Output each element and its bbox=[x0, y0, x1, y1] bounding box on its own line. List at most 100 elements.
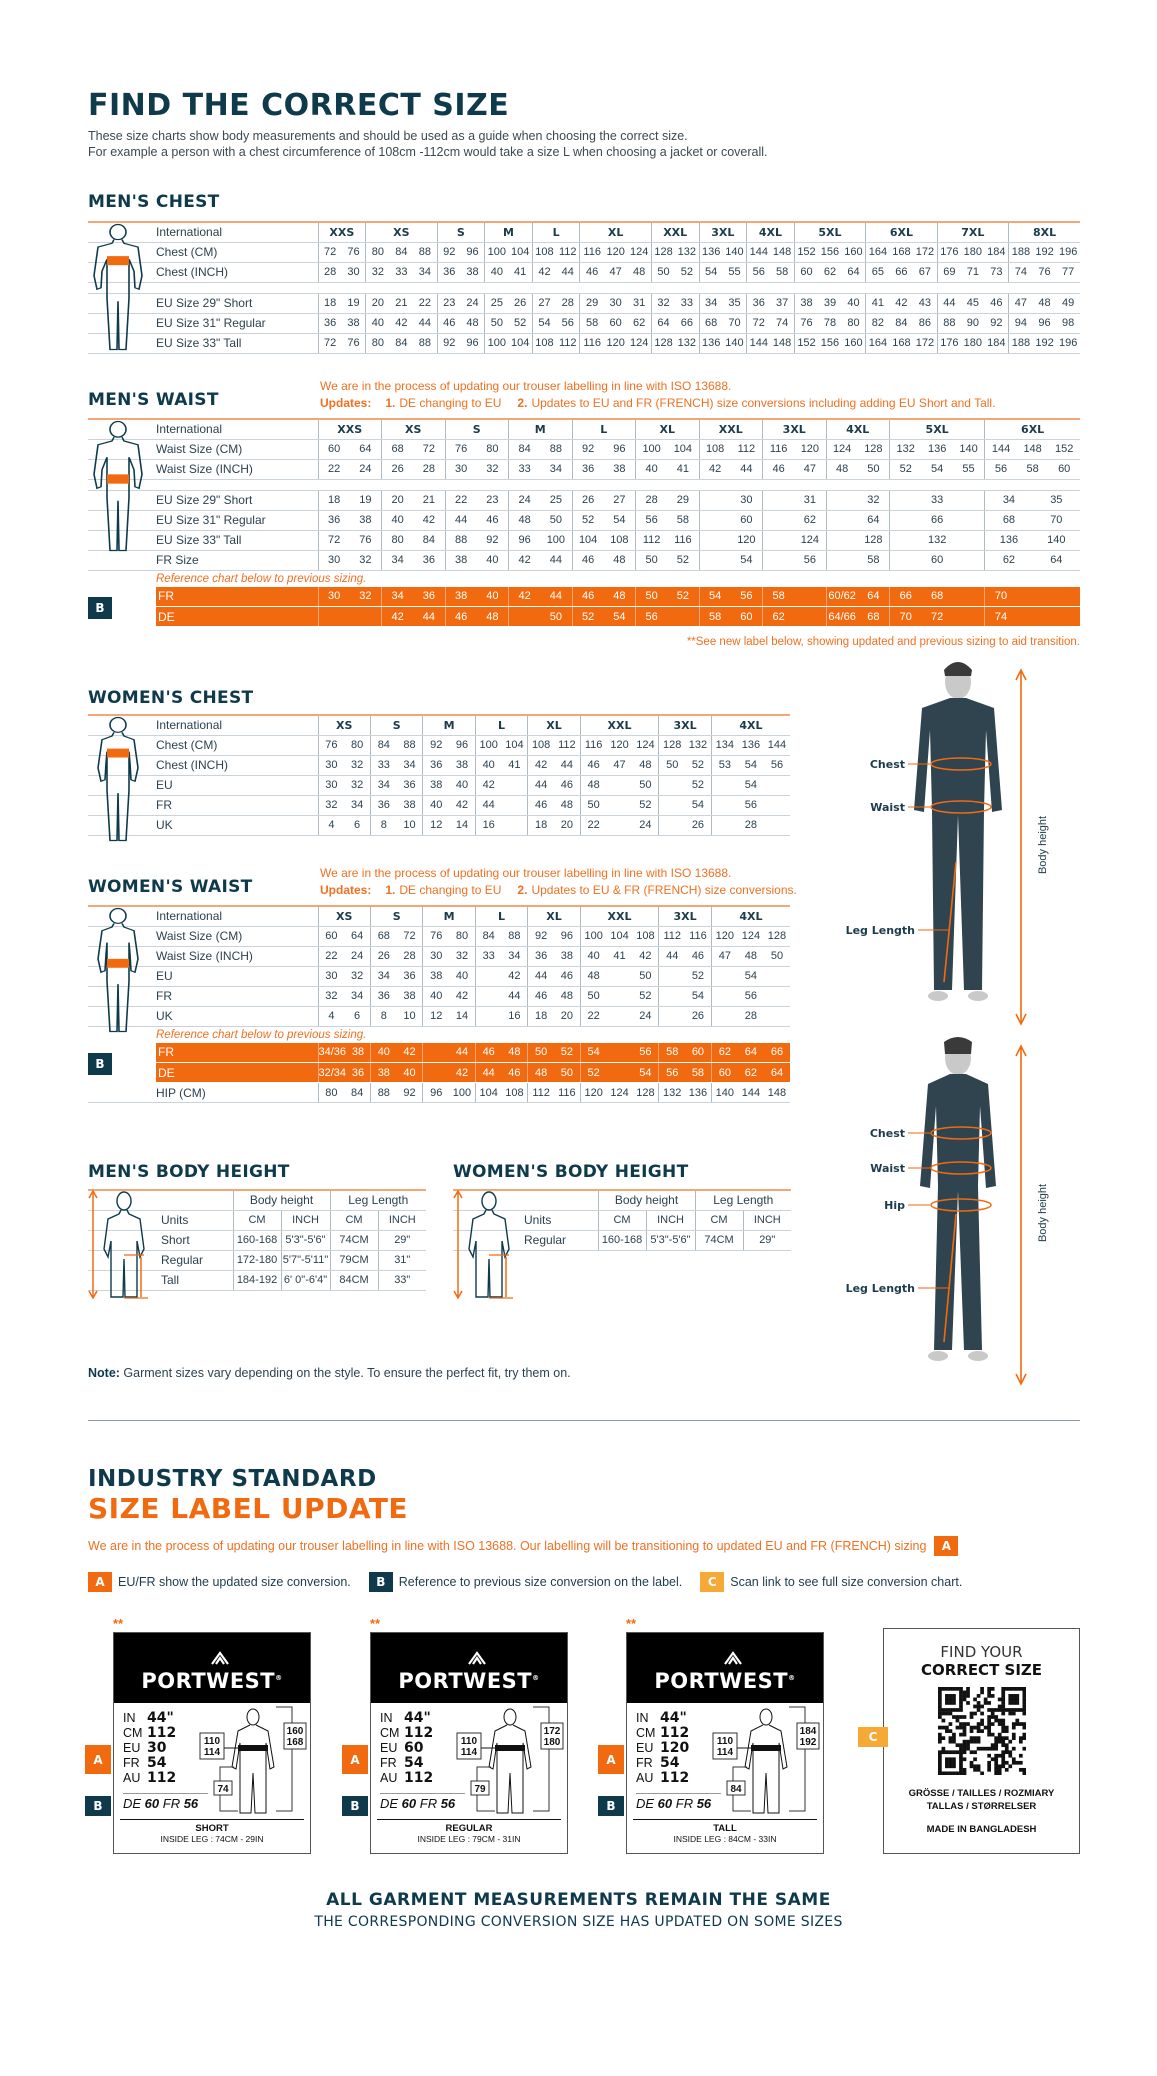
size-group-cell: 136 140 bbox=[698, 333, 747, 354]
body-height-label: Body height bbox=[1037, 1184, 1049, 1242]
cell-value: 136 bbox=[701, 246, 721, 258]
cell-value: 124 bbox=[832, 443, 852, 455]
qr-module bbox=[1000, 1708, 1005, 1712]
cell-values: 47 48 49 bbox=[1009, 297, 1080, 309]
update-2-text: Updates to EU & FR (FRENCH) size convers… bbox=[531, 883, 797, 897]
inside-leg: INSIDE LEG : 79CM - 31IN bbox=[417, 1834, 521, 1844]
cell-value: 42 bbox=[895, 297, 908, 309]
cell-value: 50 bbox=[657, 266, 670, 278]
qr-module bbox=[965, 1722, 970, 1726]
cell-value bbox=[764, 1010, 790, 1022]
registered-mark: ® bbox=[788, 1674, 796, 1682]
qr-module bbox=[1014, 1697, 1019, 1702]
qr-module bbox=[948, 1711, 952, 1716]
qr-module bbox=[1004, 1746, 1009, 1751]
cell-value: 80 bbox=[371, 337, 384, 349]
qr-module bbox=[962, 1757, 966, 1762]
cell-value: 58 bbox=[691, 1066, 705, 1079]
cell-value: 32 bbox=[325, 799, 338, 811]
cell-values: 41 42 43 bbox=[866, 297, 936, 309]
update-1-number: 1. bbox=[385, 883, 396, 897]
units-label: Units bbox=[88, 1210, 233, 1231]
reference-table: FR 34/36 38 40 42 44 46 48 50 52 54 56 58 60 62 64 66 DE 3… bbox=[88, 1042, 790, 1103]
size-system: FR bbox=[636, 1756, 653, 1770]
size-value-row: CM 112 bbox=[123, 1726, 176, 1741]
table-row: EU Size 29" Short 18 19 20 21 22 23 24 25 26 27 28 2… bbox=[88, 490, 1080, 511]
size-group-cell: 26 28 bbox=[369, 946, 423, 967]
cell-value: 36 bbox=[752, 297, 765, 309]
cell-value: 132 bbox=[677, 337, 697, 349]
cell-value: 140 bbox=[959, 443, 978, 455]
size-group-cell: 30 32 bbox=[317, 775, 371, 796]
qr-module bbox=[944, 1701, 949, 1705]
badge-c: C bbox=[700, 1572, 725, 1592]
qr-code-icon[interactable] bbox=[937, 1687, 1026, 1776]
size-group-cell: 44 46 bbox=[658, 946, 712, 967]
qr-module bbox=[937, 1725, 942, 1730]
cell-value: 58 bbox=[867, 554, 880, 566]
cell-value: 26 bbox=[391, 463, 404, 475]
reference-row: FR 30 32 34 36 38 40 42 44 46 48 50 52 54 56 58 60/62 64 6… bbox=[88, 586, 1080, 607]
cell-values: 76 80 bbox=[446, 443, 509, 455]
size-group-cell: 92 96 bbox=[422, 735, 476, 756]
qr-module bbox=[1004, 1750, 1009, 1755]
cell-values: 64 66 bbox=[652, 317, 699, 329]
qr-module bbox=[993, 1753, 998, 1758]
cell-value bbox=[659, 1010, 685, 1022]
height-bracket bbox=[276, 1706, 293, 1812]
size-header-s: S bbox=[444, 418, 509, 440]
qr-module bbox=[965, 1743, 970, 1748]
qr-module bbox=[951, 1750, 956, 1755]
qr-module bbox=[986, 1718, 991, 1723]
cell-value: 64 bbox=[1050, 554, 1063, 566]
cell-values: 34/36 38 bbox=[319, 1046, 370, 1058]
cell-value: 54 bbox=[744, 759, 758, 771]
cell-value: 156 bbox=[820, 337, 840, 349]
cell-values: 134 136 144 bbox=[712, 739, 790, 751]
size-group-cell: 54 56 bbox=[579, 1042, 659, 1063]
size-group-cell: 132 136 bbox=[658, 1082, 712, 1103]
cell-value: 100 bbox=[546, 534, 566, 546]
cell-value bbox=[764, 779, 790, 791]
row-label: DE bbox=[88, 606, 318, 627]
cell-values: 30 32 bbox=[319, 759, 370, 771]
cell-value: 104 bbox=[673, 443, 693, 455]
cell-value: 58 bbox=[709, 610, 722, 623]
cell-value: 76 bbox=[347, 246, 360, 258]
qr-module bbox=[965, 1687, 970, 1691]
cell-value: 50 bbox=[645, 554, 658, 566]
model-hair bbox=[944, 662, 972, 676]
qr-module bbox=[958, 1760, 963, 1765]
size-group-cell bbox=[317, 606, 382, 627]
waist-box bbox=[712, 1732, 738, 1760]
cell-values: 30 32 bbox=[319, 970, 370, 982]
size-group-cell: 152 156 160 bbox=[793, 333, 866, 354]
cell-value: 65 bbox=[871, 266, 885, 278]
size-group-cell: 108 112 bbox=[527, 735, 581, 756]
size-system: FR bbox=[380, 1756, 397, 1770]
cell-value: 44 bbox=[455, 514, 468, 526]
body-height-label: Body height bbox=[1037, 816, 1049, 874]
badge-a: A bbox=[88, 1572, 112, 1592]
waist-band bbox=[107, 958, 129, 968]
qr-module bbox=[979, 1690, 984, 1695]
legend-text: Reference to previous size conversion on… bbox=[398, 1575, 683, 1589]
cell-value: 34 bbox=[350, 990, 364, 1002]
size-group-cell: 92 96 bbox=[436, 333, 485, 354]
cell-value: 104 bbox=[479, 1086, 498, 1099]
cell-value: 96 bbox=[1038, 317, 1051, 329]
cell-value: 52 bbox=[639, 799, 652, 811]
cell-value bbox=[712, 819, 738, 831]
cell-value: 74CM bbox=[694, 1230, 744, 1251]
qr-module bbox=[997, 1736, 1002, 1740]
cell-value bbox=[476, 990, 502, 1002]
size-group-cell: 94 96 98 bbox=[1008, 313, 1080, 334]
size-number: 120 bbox=[660, 1740, 690, 1756]
qr-module bbox=[941, 1771, 945, 1776]
cell-values: 42 44 bbox=[509, 590, 572, 602]
cell-value: 88 bbox=[418, 246, 431, 258]
cell-values: 80 84 88 bbox=[366, 246, 436, 258]
prev-de-label: DE bbox=[380, 1796, 402, 1811]
qr-module bbox=[941, 1718, 945, 1723]
size-group-cell: 116 120 124 bbox=[579, 242, 652, 263]
